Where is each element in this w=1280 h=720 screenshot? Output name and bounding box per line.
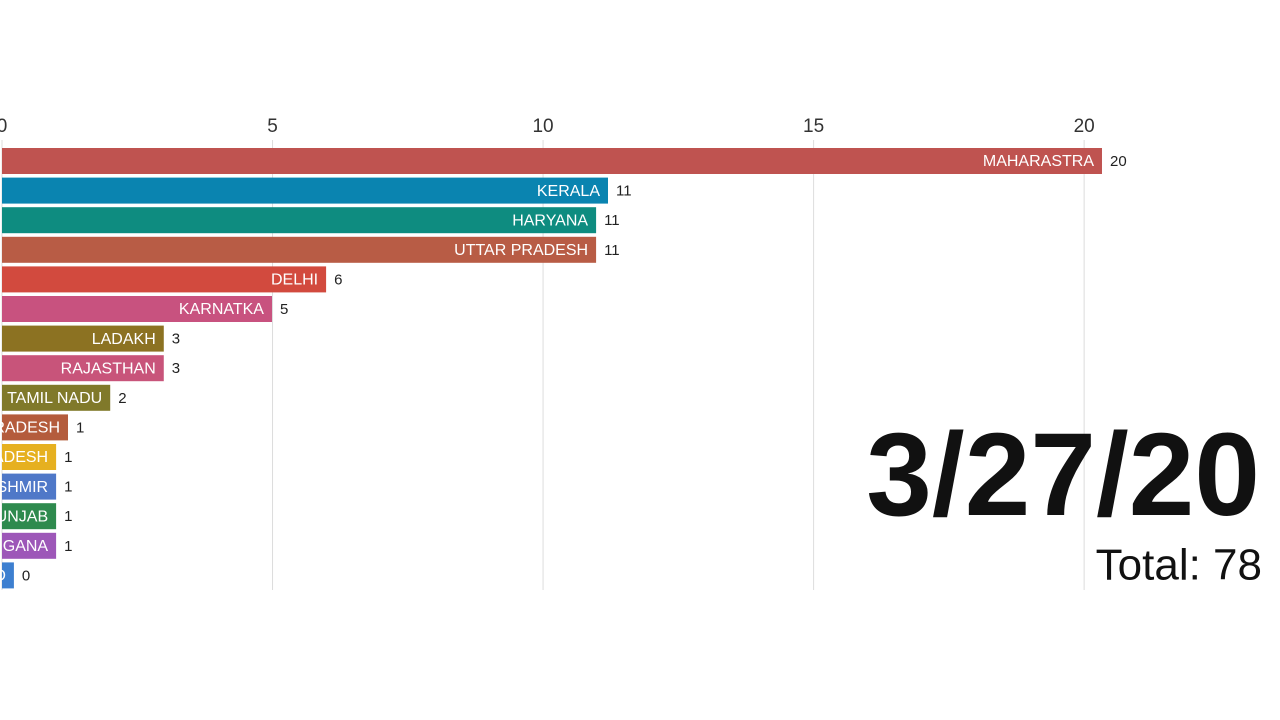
x-tick-label: 5: [267, 116, 278, 137]
x-tick-label: 20: [1074, 116, 1095, 137]
value-label: 1: [64, 479, 72, 496]
bar: [2, 266, 327, 293]
value-label: 11: [616, 183, 632, 200]
value-label: 1: [64, 449, 72, 466]
bar-label: MAHARASTRA: [983, 153, 1094, 170]
date-label: 3/27/20: [866, 409, 1260, 541]
bar-label: DELHI: [271, 272, 318, 289]
bar: [2, 325, 164, 352]
bar: [2, 148, 1102, 174]
value-label: 6: [334, 271, 342, 288]
x-tick-label: 15: [803, 116, 824, 137]
bar-label: SHMIR: [0, 479, 48, 496]
bar: [2, 236, 597, 263]
bar: [2, 296, 272, 322]
bar-label: RADESH: [0, 420, 60, 437]
value-label: 0: [22, 567, 30, 584]
total-label: Total: 78: [1096, 541, 1262, 590]
value-label: 5: [280, 301, 288, 318]
value-label: 3: [172, 331, 180, 348]
bar-label: ADESH: [0, 449, 48, 466]
value-label: 11: [604, 212, 620, 229]
bar-label: UTTAR PRADESH: [454, 242, 588, 259]
bar: [2, 444, 57, 470]
x-tick-label: 0: [0, 116, 7, 137]
bar-label: LADAKH: [92, 331, 156, 348]
value-label: 11: [604, 242, 620, 259]
bar-label: NGANA: [0, 538, 48, 555]
bar-label: HARYANA: [512, 212, 588, 229]
bar-label: TAMIL NADU: [7, 390, 102, 407]
bar-label: KERALA: [537, 183, 600, 200]
bar: [2, 562, 14, 589]
bar-label: UNJAB: [0, 508, 48, 525]
bar: [2, 473, 57, 500]
bar: [2, 355, 164, 382]
value-label: 1: [64, 538, 72, 555]
bar: [2, 532, 57, 559]
bar-label: D: [0, 568, 6, 585]
x-tick-label: 10: [532, 116, 553, 137]
bar-label: KARNATKA: [179, 301, 264, 318]
bar: [2, 177, 608, 204]
value-label: 2: [118, 390, 126, 407]
value-label: 1: [76, 419, 84, 436]
bar: [2, 414, 69, 441]
value-label: 20: [1110, 153, 1127, 170]
value-label: 1: [64, 508, 72, 525]
bar: [2, 384, 111, 411]
value-label: 3: [172, 360, 180, 377]
bar-label: RAJASTHAN: [61, 360, 156, 377]
bar: [2, 503, 57, 530]
bar: [2, 207, 597, 234]
